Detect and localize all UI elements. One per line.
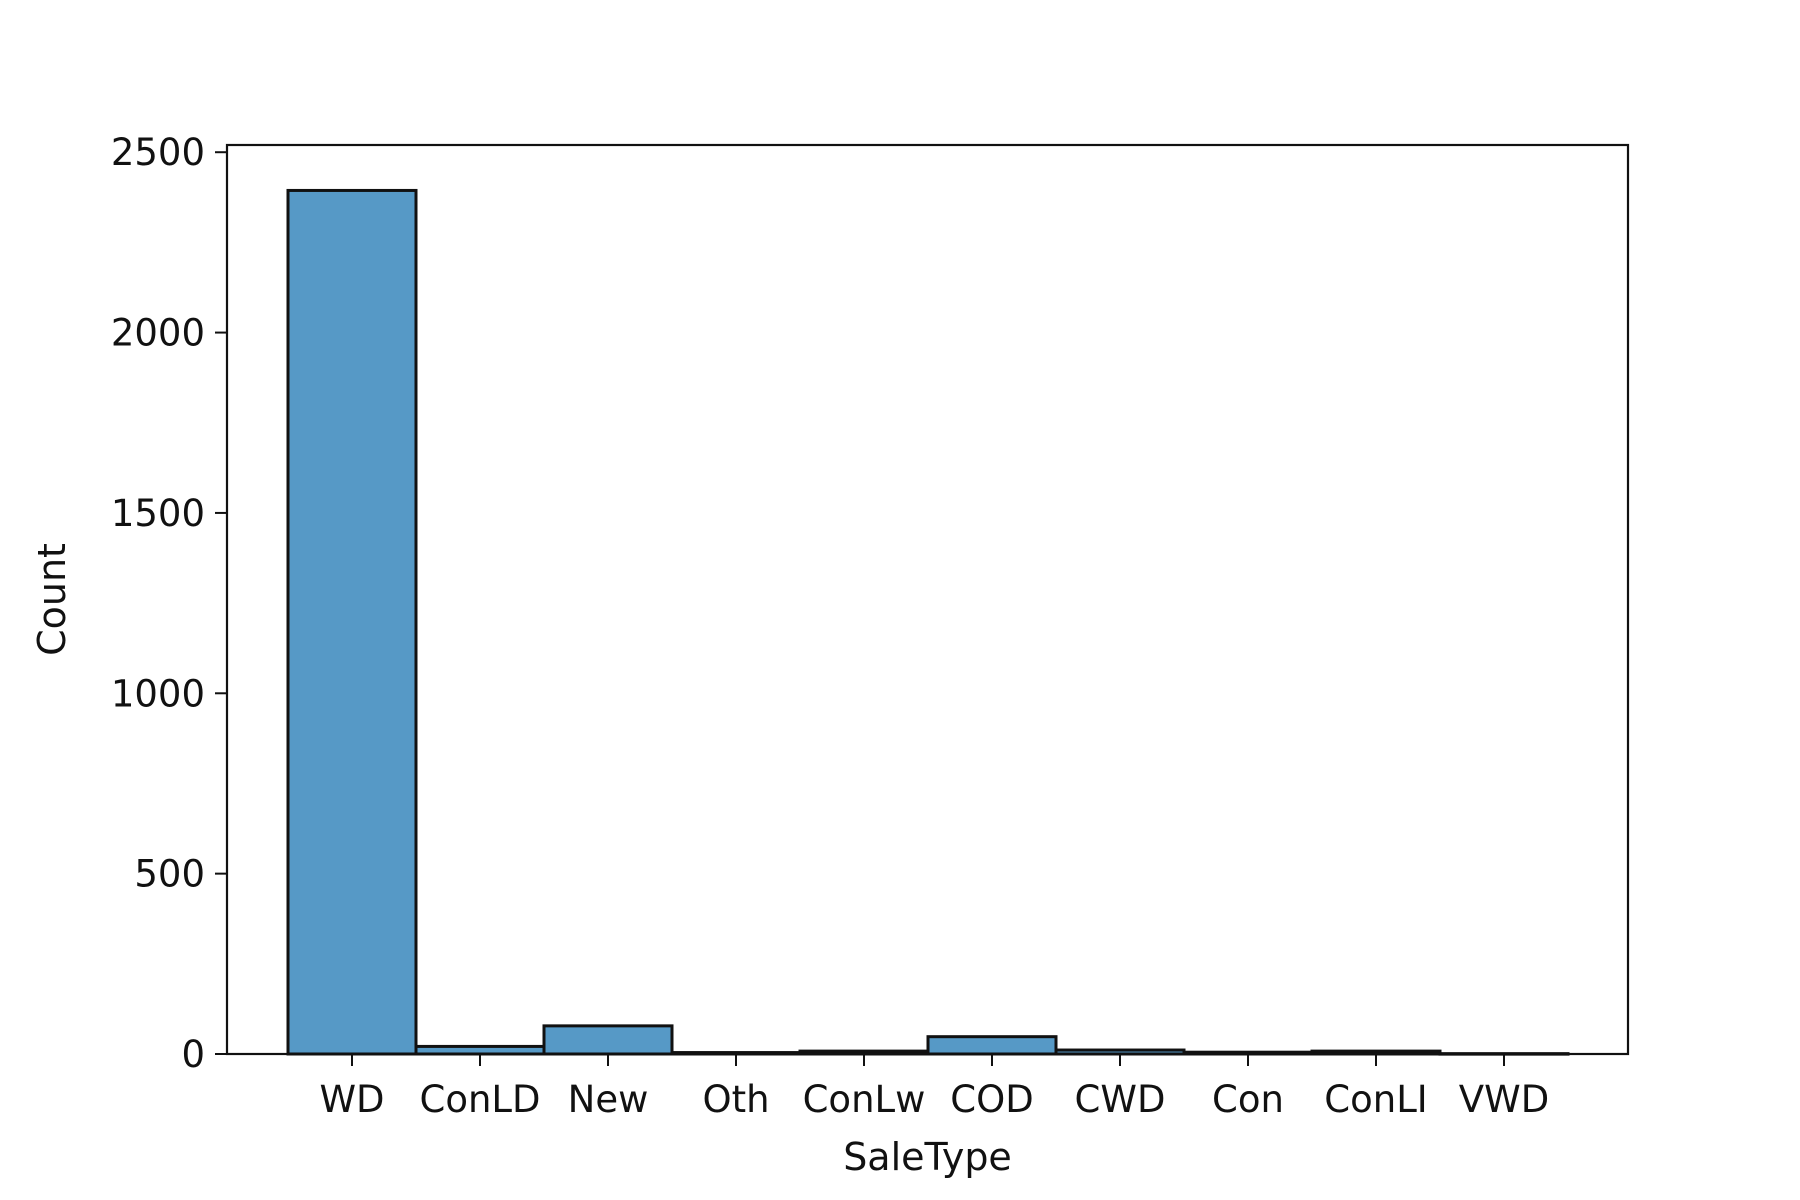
- x-tick-label: ConLD: [419, 1078, 540, 1121]
- y-tick-label: 0: [181, 1033, 205, 1076]
- plot-frame: [225, 143, 1630, 1056]
- bar-new: [542, 1024, 674, 1056]
- x-tick-label: Oth: [702, 1078, 769, 1121]
- bar-conld: [414, 1044, 546, 1056]
- x-tick-label: COD: [950, 1078, 1033, 1121]
- x-tick-label: Con: [1212, 1078, 1284, 1121]
- x-tick-label: WD: [319, 1078, 384, 1121]
- y-tick-label: 1000: [111, 672, 205, 715]
- x-axis-label: SaleType: [843, 1135, 1012, 1179]
- bar-cod: [926, 1035, 1058, 1056]
- x-tick-label: CWD: [1075, 1078, 1166, 1121]
- x-tick-label: New: [568, 1078, 649, 1121]
- y-tick-label: 2000: [111, 312, 205, 355]
- y-ticks-group: 0 500 1000 1500 2000 2500: [111, 131, 227, 1076]
- y-tick-label: 2500: [111, 131, 205, 174]
- x-tick-label: VWD: [1459, 1078, 1549, 1121]
- x-tick-label: ConLw: [803, 1078, 926, 1121]
- x-ticks-group: WD ConLD New Oth ConLw COD CWD Con ConLI VWD: [319, 1054, 1549, 1121]
- bar-wd: [286, 188, 418, 1056]
- x-tick-label: ConLI: [1324, 1078, 1427, 1121]
- y-axis-label: Count: [30, 543, 74, 656]
- y-tick-label: 1500: [111, 492, 205, 535]
- y-tick-label: 500: [134, 853, 205, 896]
